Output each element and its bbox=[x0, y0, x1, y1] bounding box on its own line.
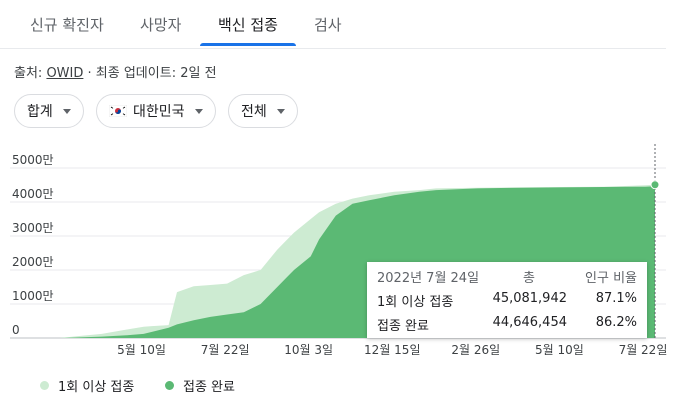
legend-label: 접종 완료 bbox=[183, 380, 235, 395]
tooltip-row-total: 44,646,454 bbox=[492, 315, 567, 330]
tab-bar: 신규 확진자 사망자 백신 접종 검사 bbox=[0, 0, 666, 49]
y-tick-label: 5000만 bbox=[12, 153, 54, 167]
chevron-down-icon bbox=[194, 108, 203, 114]
south-korea-flag-icon bbox=[109, 105, 127, 117]
source-link[interactable]: OWID bbox=[46, 66, 84, 81]
tab-vaccination[interactable]: 백신 접종 bbox=[218, 16, 278, 34]
total-filter-label: 합계 bbox=[27, 104, 53, 120]
x-tick-label: 5월 10일 bbox=[535, 343, 584, 357]
tooltip-row-pct: 86.2% bbox=[595, 315, 637, 330]
source-line: 출처: OWID · 최종 업데이트: 2일 전 bbox=[14, 62, 217, 81]
legend-swatch bbox=[40, 381, 49, 390]
y-tick-label: 3000만 bbox=[12, 221, 54, 235]
tooltip-col-pct: 인구 비율 bbox=[585, 271, 637, 286]
x-tick-label: 10월 3일 bbox=[284, 343, 333, 357]
y-tick-label: 0 bbox=[12, 323, 20, 337]
legend-one-dose[interactable]: 1회 이상 접종 bbox=[40, 376, 134, 395]
tooltip-col-total: 총 bbox=[523, 271, 535, 286]
hover-dot bbox=[650, 180, 660, 190]
tooltip-row-pct: 87.1% bbox=[595, 291, 637, 306]
tooltip-row: 접종 완료 44,646,454 86.2% bbox=[377, 315, 637, 335]
active-tab-indicator bbox=[200, 43, 296, 46]
chart-tooltip: 2022년 7월 24일 총 인구 비율 1회 이상 접종 45,081,942… bbox=[367, 262, 647, 338]
tooltip-row: 1회 이상 접종 45,081,942 87.1% bbox=[377, 291, 637, 311]
x-tick-label: 7월 22일 bbox=[619, 343, 668, 357]
tab-new-cases[interactable]: 신규 확진자 bbox=[30, 16, 104, 34]
y-tick-label: 2000만 bbox=[12, 255, 54, 269]
total-filter[interactable]: 합계 bbox=[14, 94, 84, 128]
y-axis-ticks: 0 1000만 2000만 3000만 4000만 5000만 bbox=[12, 153, 54, 337]
chevron-down-icon bbox=[276, 108, 285, 114]
y-tick-label: 1000만 bbox=[12, 289, 54, 303]
legend-fully-vaccinated[interactable]: 접종 완료 bbox=[165, 376, 235, 395]
x-tick-label: 12월 15일 bbox=[364, 343, 420, 357]
range-filter-label: 전체 bbox=[241, 104, 267, 120]
x-tick-label: 5월 10일 bbox=[117, 343, 166, 357]
tooltip-row-total: 45,081,942 bbox=[492, 291, 567, 306]
source-prefix: 출처: bbox=[14, 66, 43, 81]
country-filter-label: 대한민국 bbox=[133, 104, 185, 120]
y-tick-label: 4000만 bbox=[12, 187, 54, 201]
tooltip-row-label: 접종 완료 bbox=[377, 319, 429, 334]
range-filter[interactable]: 전체 bbox=[228, 94, 298, 128]
x-tick-label: 7월 22일 bbox=[201, 343, 250, 357]
chevron-down-icon bbox=[62, 108, 71, 114]
legend-label: 1회 이상 접종 bbox=[58, 380, 135, 395]
x-axis-ticks: 5월 10일 7월 22일 10월 3일 12월 15일 2월 26일 5월 10일 7월 … bbox=[117, 343, 667, 357]
tooltip-date: 2022년 7월 24일 bbox=[377, 271, 480, 286]
tooltip-row-label: 1회 이상 접종 bbox=[377, 295, 454, 310]
tab-tests[interactable]: 검사 bbox=[314, 16, 342, 34]
last-updated: · 최종 업데이트: 2일 전 bbox=[87, 66, 217, 81]
legend-swatch bbox=[165, 381, 174, 390]
country-filter[interactable]: 대한민국 bbox=[96, 94, 216, 128]
tab-deaths[interactable]: 사망자 bbox=[140, 16, 182, 34]
x-tick-label: 2월 26일 bbox=[451, 343, 500, 357]
